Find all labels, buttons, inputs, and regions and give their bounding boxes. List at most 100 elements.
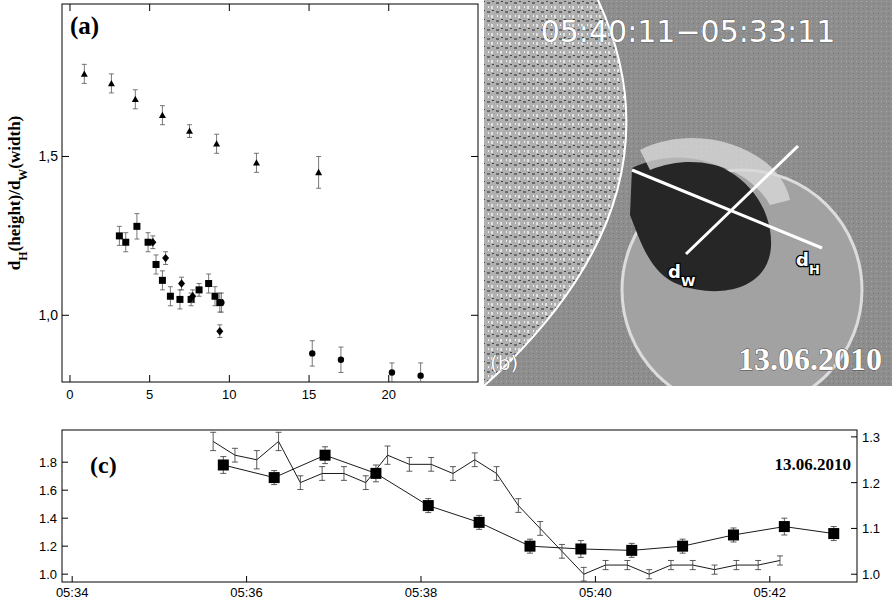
marker-triangle bbox=[108, 80, 115, 86]
error-bar-line bbox=[256, 451, 257, 469]
error-bar-cap bbox=[187, 137, 192, 138]
error-bar bbox=[755, 560, 761, 569]
marker-square bbox=[728, 529, 739, 540]
error-bar-line bbox=[518, 499, 519, 513]
x-tick bbox=[769, 576, 770, 582]
error-bar-cap bbox=[160, 105, 165, 106]
error-bar bbox=[712, 565, 718, 574]
x-tick-label: 05:36 bbox=[230, 585, 263, 600]
error-bar bbox=[338, 347, 343, 372]
error-bar-cap bbox=[476, 529, 482, 530]
error-bar bbox=[206, 274, 211, 293]
error-bar bbox=[777, 556, 783, 565]
marker-triangle bbox=[186, 128, 193, 134]
error-bar-cap bbox=[578, 557, 584, 558]
error-bar-cap bbox=[214, 134, 219, 135]
error-bar bbox=[515, 499, 521, 513]
marker-square bbox=[423, 500, 434, 511]
error-bar-cap bbox=[154, 254, 159, 255]
error-bar-cap bbox=[389, 382, 394, 383]
error-bar-cap bbox=[406, 471, 412, 472]
error-bar-cap bbox=[624, 569, 630, 570]
error-bar bbox=[134, 214, 139, 239]
y-tick bbox=[62, 518, 68, 519]
error-bar bbox=[310, 341, 315, 366]
error-bar-cap bbox=[319, 480, 325, 481]
error-bar-cap bbox=[177, 308, 182, 309]
plot-frame bbox=[62, 4, 478, 382]
x-tick-label: 5 bbox=[146, 387, 153, 402]
error-bar-cap bbox=[373, 464, 379, 465]
error-bar-cap bbox=[527, 539, 533, 540]
error-bar-cap bbox=[341, 466, 347, 467]
error-bar-line bbox=[213, 432, 214, 450]
error-bar-cap bbox=[213, 286, 218, 287]
error-bar-cap bbox=[154, 274, 159, 275]
error-bar-cap bbox=[168, 305, 173, 306]
error-bar-cap bbox=[220, 473, 226, 474]
error-bar bbox=[319, 467, 325, 481]
marker-square bbox=[474, 517, 485, 528]
error-bar bbox=[179, 277, 184, 290]
error-bar-line bbox=[583, 567, 584, 581]
marker-square bbox=[133, 223, 140, 230]
marker-triangle bbox=[253, 159, 260, 165]
error-bar bbox=[214, 134, 219, 153]
x-tick bbox=[229, 4, 230, 11]
solar-disk bbox=[484, 0, 626, 386]
error-bar bbox=[160, 271, 165, 290]
error-bar-cap bbox=[472, 466, 478, 467]
error-bar bbox=[168, 287, 173, 306]
error-bar-cap bbox=[363, 489, 369, 490]
error-bar-cap bbox=[425, 498, 431, 499]
error-bar-cap bbox=[581, 567, 587, 568]
marker-square bbox=[212, 293, 219, 300]
marker-square bbox=[626, 545, 637, 556]
error-bar bbox=[418, 363, 423, 382]
error-bar-cap bbox=[197, 296, 202, 297]
error-bar-cap bbox=[341, 480, 347, 481]
error-bar-line bbox=[452, 467, 453, 481]
error-bar-cap bbox=[117, 226, 122, 227]
error-bar-cap bbox=[82, 83, 87, 84]
series-line bbox=[213, 441, 780, 574]
marker-diamond bbox=[149, 238, 156, 246]
error-bar-cap bbox=[680, 539, 686, 540]
error-bar-cap bbox=[777, 555, 783, 556]
error-bar-cap bbox=[690, 560, 696, 561]
error-bar bbox=[163, 252, 168, 265]
y-tick-label: 1.2 bbox=[39, 539, 57, 554]
error-bar-cap bbox=[310, 340, 315, 341]
error-bar bbox=[494, 467, 500, 481]
marker-square bbox=[269, 472, 280, 483]
error-bar-cap bbox=[123, 251, 128, 252]
y-tick-label: 1,0 bbox=[39, 307, 59, 323]
y-tick-label: 1.6 bbox=[39, 483, 57, 498]
error-bar-line bbox=[561, 544, 562, 558]
marker-square bbox=[116, 232, 123, 239]
error-bar-cap bbox=[217, 337, 222, 338]
y-tick bbox=[471, 156, 478, 157]
x-tick-label: 10 bbox=[222, 387, 236, 402]
marker-triangle bbox=[159, 112, 166, 118]
error-bar-cap bbox=[146, 232, 151, 233]
panel-label: (b) bbox=[490, 351, 518, 375]
error-bar-line bbox=[300, 476, 301, 490]
error-bar bbox=[109, 74, 114, 93]
error-bar bbox=[276, 432, 282, 450]
error-bar bbox=[733, 560, 739, 569]
error-bar-cap bbox=[319, 466, 325, 467]
error-bar-line bbox=[474, 453, 475, 467]
y-tick bbox=[62, 546, 68, 547]
marker-diamond bbox=[178, 279, 185, 287]
marker-square bbox=[320, 450, 331, 461]
x-tick bbox=[595, 576, 596, 582]
y2-tick bbox=[851, 482, 857, 483]
error-bar-cap bbox=[109, 73, 114, 74]
error-bar-cap bbox=[179, 277, 184, 278]
y-tick bbox=[62, 315, 69, 316]
error-bar-cap bbox=[385, 446, 391, 447]
error-bar-cap bbox=[232, 448, 238, 449]
error-bar-cap bbox=[123, 232, 128, 233]
error-bar-cap bbox=[232, 462, 238, 463]
